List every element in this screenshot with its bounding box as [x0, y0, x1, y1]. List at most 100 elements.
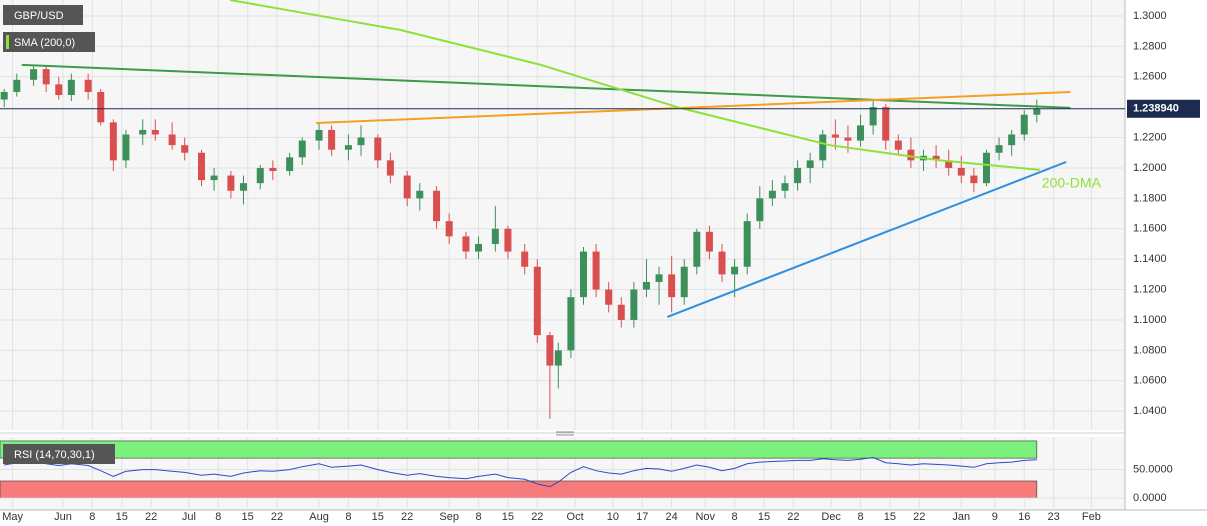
candle-body — [344, 145, 352, 150]
candle-body — [768, 190, 776, 199]
x-tick-label: 22 — [401, 511, 413, 523]
candle-body — [386, 160, 394, 176]
candle-body — [642, 281, 650, 290]
candle-body — [680, 266, 688, 298]
candle-body — [0, 91, 8, 100]
x-tick-label: 23 — [1048, 511, 1060, 523]
candle-body — [97, 91, 105, 123]
rsi-line — [4, 456, 1037, 488]
candle-body — [256, 167, 264, 184]
candle-body — [617, 304, 625, 320]
x-tick-label: Jan — [952, 511, 970, 523]
trend-line — [21, 63, 1071, 109]
candle-body — [462, 236, 470, 252]
candle-body — [286, 157, 294, 171]
candle-body — [907, 149, 915, 161]
x-tick-label: 8 — [215, 511, 221, 523]
y-tick-label: 1.0400 — [1133, 405, 1167, 417]
chart-title: GBP/USD — [14, 10, 64, 22]
x-tick-label: 8 — [345, 511, 351, 523]
indicator-box — [3, 32, 95, 52]
y-tick-label: 1.2600 — [1133, 71, 1167, 83]
candle-body — [491, 228, 499, 244]
x-tick-label: 15 — [116, 511, 128, 523]
candle-body — [374, 137, 382, 161]
candle-body — [210, 175, 218, 181]
candle-body — [857, 125, 865, 141]
overbought-band — [0, 440, 1038, 459]
candle-body — [122, 134, 130, 161]
candle-body — [1020, 114, 1028, 135]
candle-body — [982, 152, 990, 184]
y-tick-label: 1.1000 — [1133, 314, 1167, 326]
candle-body — [533, 266, 541, 336]
candle-body — [932, 155, 940, 161]
x-tick-label: 22 — [271, 511, 283, 523]
y-tick-label: 1.1800 — [1133, 192, 1167, 204]
candle-body — [55, 84, 63, 95]
candle-body — [521, 251, 529, 267]
candle-body — [504, 228, 512, 252]
x-tick-label: Sep — [439, 511, 459, 523]
candle-body — [168, 134, 176, 146]
rsi-title: RSI (14,70,30,1) — [14, 449, 95, 461]
candle-body — [315, 129, 323, 141]
x-tick-label: Aug — [309, 511, 329, 523]
x-tick-label: 15 — [502, 511, 514, 523]
last-price-box — [1127, 99, 1200, 118]
candle-body — [731, 266, 739, 275]
x-tick-label: Jun — [54, 511, 72, 523]
x-tick-label: Dec — [821, 511, 841, 523]
y-tick-label: 1.0600 — [1133, 375, 1167, 387]
candle-body — [592, 251, 600, 290]
x-tick-label: 15 — [758, 511, 770, 523]
trend-line — [316, 91, 1071, 124]
x-tick-label: Feb — [1082, 511, 1101, 523]
candle-body — [882, 107, 890, 141]
candle-body — [819, 134, 827, 161]
candle-body — [433, 190, 441, 222]
x-tick-label: 24 — [666, 511, 678, 523]
rsi-tick-label: 0.0000 — [1133, 492, 1167, 504]
candle-body — [139, 129, 147, 135]
candle-body — [84, 79, 92, 92]
x-tick-label: 8 — [475, 511, 481, 523]
candle-body — [475, 243, 483, 252]
x-tick-label: 22 — [787, 511, 799, 523]
candle-body — [605, 289, 613, 305]
candle-body — [403, 175, 411, 199]
x-tick-label: Jul — [182, 511, 196, 523]
candle-body — [995, 145, 1003, 153]
sma-line — [229, 0, 1040, 171]
x-tick-label: 22 — [145, 511, 157, 523]
indicator-swatch — [6, 35, 9, 49]
candle-body — [579, 251, 587, 298]
candle-body — [151, 129, 159, 135]
candle-body — [1033, 108, 1041, 115]
candle-body — [693, 231, 701, 267]
rsi-title-box — [3, 444, 115, 464]
x-tick-label: 8 — [732, 511, 738, 523]
candle-body — [957, 167, 965, 176]
x-tick-label: 15 — [884, 511, 896, 523]
x-tick-label: 10 — [607, 511, 619, 523]
candle-body — [30, 69, 38, 80]
candle-body — [239, 183, 247, 191]
candle-body — [13, 79, 21, 92]
candle-body — [718, 251, 726, 275]
y-tick-label: 1.1600 — [1133, 223, 1167, 235]
y-tick-label: 1.2000 — [1133, 162, 1167, 174]
symbol-box — [3, 5, 83, 25]
candle-body — [269, 167, 277, 171]
candle-body — [554, 350, 562, 366]
candle-body — [945, 160, 953, 168]
y-tick-label: 1.2800 — [1133, 40, 1167, 52]
candle-body — [781, 183, 789, 191]
candle-body — [1008, 134, 1016, 146]
x-tick-label: Nov — [695, 511, 715, 523]
candle-body — [844, 137, 852, 141]
candle-body — [328, 129, 336, 150]
pane-handle[interactable] — [556, 431, 574, 436]
x-tick-label: 22 — [531, 511, 543, 523]
x-tick-label: 15 — [242, 511, 254, 523]
